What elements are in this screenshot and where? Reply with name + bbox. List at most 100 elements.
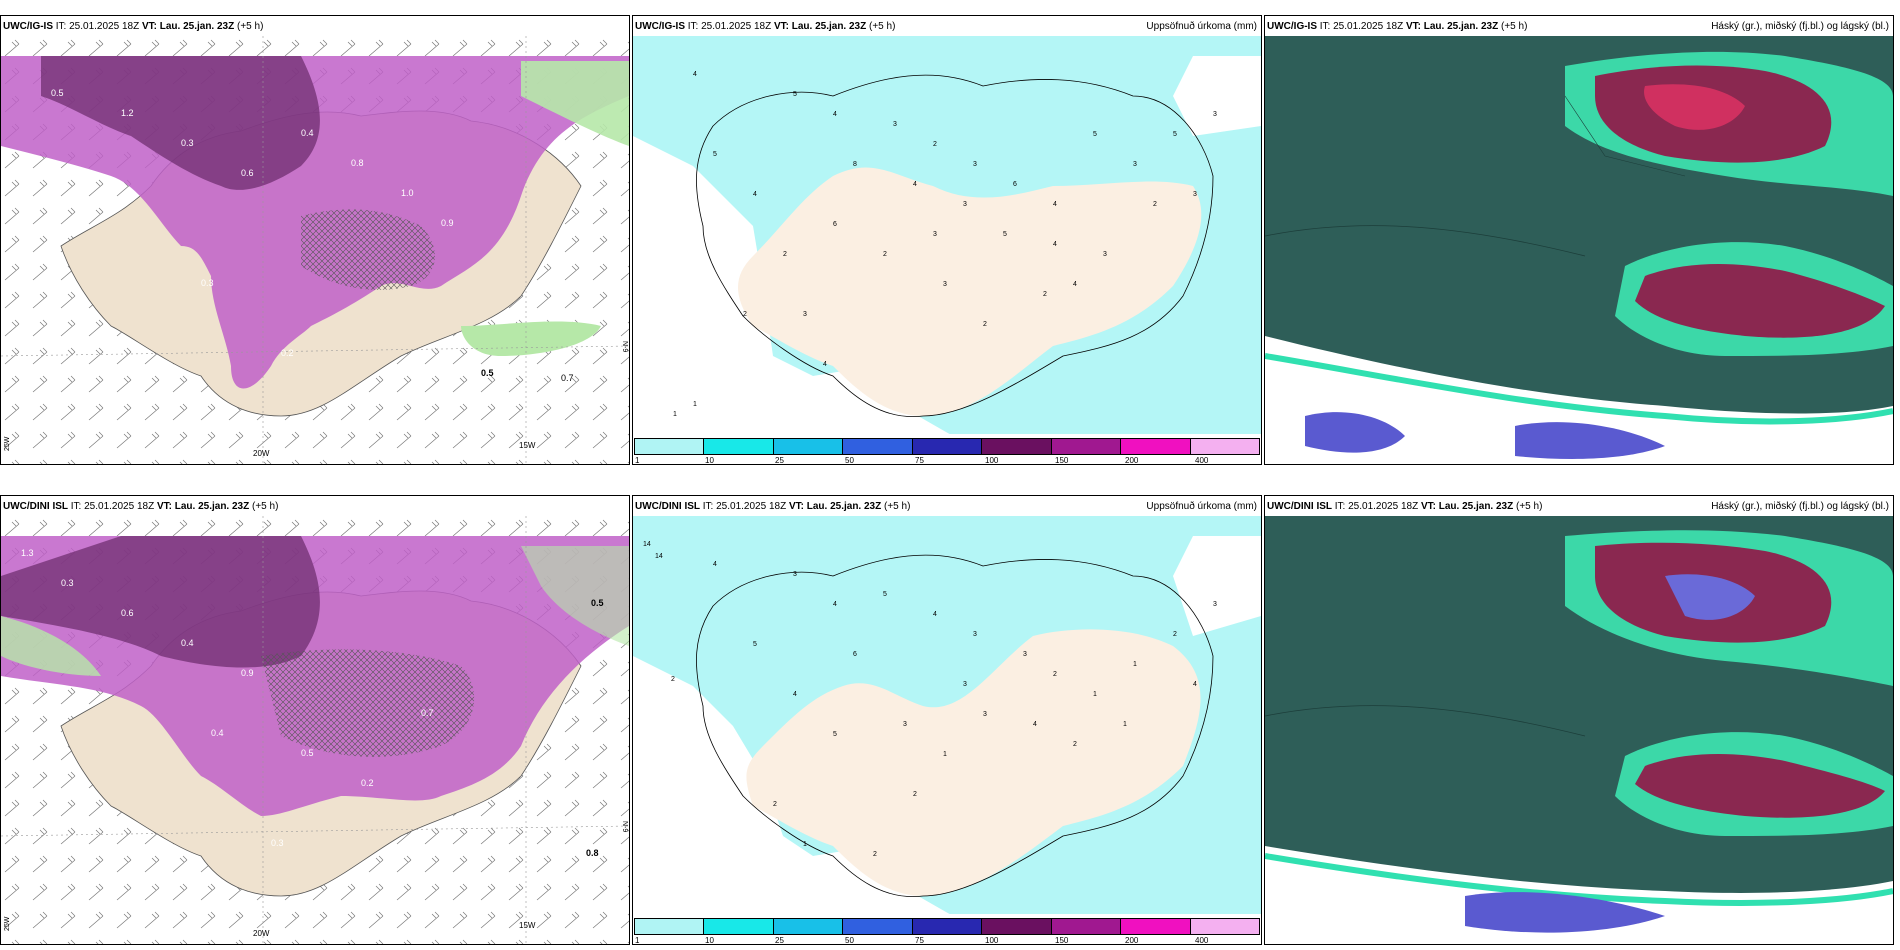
- panel-header: UWC/IG-IS IT: 25.01.2025 18Z VT: Lau. 25…: [3, 21, 264, 32]
- wind-label: 0.9: [441, 218, 454, 228]
- precip-value: 2: [1173, 631, 1177, 638]
- precip-value: 3: [983, 711, 987, 718]
- precip-value: 3: [943, 281, 947, 288]
- precip-value: 5: [753, 641, 757, 648]
- legend-tick: 400: [1195, 936, 1209, 945]
- legend-colorbar: [634, 918, 1260, 935]
- legend-tick: 1: [635, 456, 640, 465]
- precip-map: 14 14 4 3 4 5 4 3 3 2 1 1 2 3 5 6 4 2 1 …: [633, 516, 1261, 914]
- precip-value: 8: [853, 161, 857, 168]
- lat-label: N-9: [621, 341, 628, 352]
- lon-label: 20W: [253, 449, 270, 458]
- precip-map: 4 5 4 3 2 3 6 4 5 3 5 3 4 8 4 3 6 2 3 5 …: [633, 36, 1261, 434]
- lead-time: (+5 h): [252, 501, 279, 512]
- precip-value: 5: [1173, 131, 1177, 138]
- precip-value: 4: [1053, 201, 1057, 208]
- wind-label: 0.4: [211, 728, 224, 738]
- precip-value: 2: [743, 311, 747, 318]
- wind-label: 1.0: [401, 188, 414, 198]
- legend-swatch: [773, 919, 844, 934]
- precip-value: 4: [1193, 681, 1197, 688]
- init-time: 25.01.2025 18Z: [701, 21, 772, 32]
- precip-value: 2: [1073, 741, 1077, 748]
- legend-colorbar: [634, 438, 1260, 455]
- precip-value: 2: [873, 851, 877, 858]
- legend-swatch: [843, 439, 913, 454]
- precip-value: 1: [673, 411, 677, 418]
- legend-swatch: [635, 439, 705, 454]
- lead-time: (+5 h): [869, 21, 896, 32]
- panel-cloud-row2: UWC/DINI ISL IT: 25.01.2025 18Z VT: Lau.…: [1264, 495, 1894, 945]
- precip-value: 3: [933, 231, 937, 238]
- precip-value: 4: [913, 181, 917, 188]
- wind-label: 0.5: [591, 598, 604, 608]
- legend-swatch: [1051, 919, 1122, 934]
- valid-time: Lau. 25.jan. 23Z: [1438, 501, 1514, 512]
- panel-precip-row2: UWC/DINI ISL IT: 25.01.2025 18Z VT: Lau.…: [632, 495, 1262, 945]
- wind-precip-map: 0.5 0.8 0.3 0.6 0.4 0.9 1.3 0.5 0.2 0.7 …: [1, 516, 629, 944]
- precip-value: 14: [655, 553, 663, 560]
- precip-title: Uppsöfnuð úrkoma (mm): [1146, 501, 1257, 512]
- model-name: UWC/DINI ISL: [3, 501, 68, 512]
- precip-value: 1: [943, 751, 947, 758]
- model-name: UWC/IG-IS: [1267, 21, 1317, 32]
- legend-swatch: [704, 439, 774, 454]
- precip-value: 2: [671, 676, 675, 683]
- precip-value: 5: [713, 151, 717, 158]
- precip-value: 3: [903, 721, 907, 728]
- precip-value: 4: [1033, 721, 1037, 728]
- wind-label: 0.4: [181, 638, 194, 648]
- valid-time: Lau. 25.jan. 23Z: [791, 21, 867, 32]
- init-time: 25.01.2025 18Z: [84, 501, 155, 512]
- precip-value: 5: [833, 731, 837, 738]
- precip-value: 3: [1193, 191, 1197, 198]
- precip-value: 4: [793, 691, 797, 698]
- precip-value: 1: [693, 401, 697, 408]
- panel-wind-row1: UWC/IG-IS IT: 25.01.2025 18Z VT: Lau. 25…: [0, 15, 630, 465]
- precip-value: 4: [933, 611, 937, 618]
- wind-label: 0.7: [561, 373, 574, 383]
- precip-value: 4: [833, 111, 837, 118]
- legend-tick: 150: [1055, 936, 1069, 945]
- precip-legend: 1 10 25 50 75 100 150 200 400: [633, 916, 1261, 944]
- legend-tick: 400: [1195, 456, 1209, 465]
- legend-swatch: [982, 919, 1052, 934]
- precip-value: 2: [983, 321, 987, 328]
- precip-value: 3: [1213, 601, 1217, 608]
- precip-value: 14: [643, 541, 651, 548]
- legend-tick: 50: [845, 456, 854, 465]
- precip-value: 5: [1003, 231, 1007, 238]
- legend-tick: 100: [985, 456, 999, 465]
- precip-value: 3: [973, 161, 977, 168]
- precip-value: 3: [893, 121, 897, 128]
- precip-value: 2: [773, 801, 777, 808]
- legend-swatch: [1051, 439, 1122, 454]
- wind-label: 0.3: [181, 138, 194, 148]
- legend-swatch: [773, 439, 844, 454]
- precip-value: 6: [1013, 181, 1017, 188]
- precip-value: 6: [833, 221, 837, 228]
- cloud-map: [1265, 36, 1893, 464]
- wind-label: 1.2: [121, 108, 134, 118]
- precip-value: 3: [963, 201, 967, 208]
- lead-time: (+5 h): [884, 501, 911, 512]
- legend-tick: 200: [1125, 936, 1139, 945]
- precip-legend: 1 10 25 50 75 100 150 200 400: [633, 436, 1261, 464]
- precip-value: 4: [833, 601, 837, 608]
- legend-swatch: [1121, 919, 1191, 934]
- legend-tick: 100: [985, 936, 999, 945]
- precip-value: 1: [1133, 661, 1137, 668]
- panel-header: UWC/DINI ISL IT: 25.01.2025 18Z VT: Lau.…: [1265, 496, 1893, 518]
- init-time: 25.01.2025 18Z: [69, 21, 140, 32]
- wind-label: 0.2: [281, 348, 294, 358]
- legend-swatch: [1121, 439, 1191, 454]
- init-time: 25.01.2025 18Z: [1333, 21, 1404, 32]
- cloud-title: Háský (gr.), miðský (fj.bl.) og lágský (…: [1711, 21, 1889, 32]
- precip-value: 3: [1133, 161, 1137, 168]
- legend-swatch: [1190, 919, 1259, 934]
- cloud-map: [1265, 516, 1893, 944]
- wind-label: 0.5: [51, 88, 64, 98]
- lead-time: (+5 h): [1501, 21, 1528, 32]
- valid-time: Lau. 25.jan. 23Z: [1423, 21, 1499, 32]
- wind-label: 0.6: [121, 608, 134, 618]
